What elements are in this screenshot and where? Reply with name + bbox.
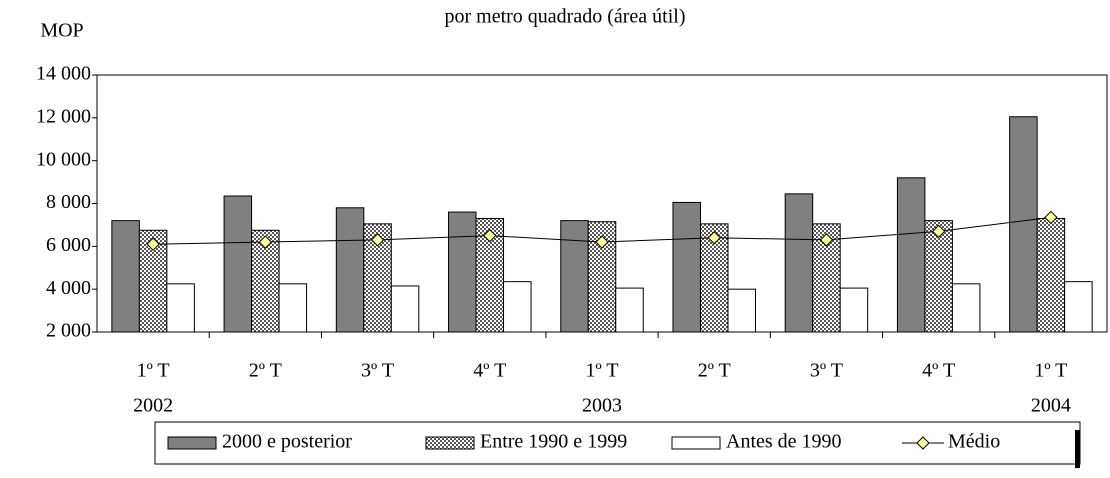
marker bbox=[370, 233, 385, 247]
legend-label: Médio bbox=[948, 431, 1000, 453]
bar bbox=[166, 283, 195, 333]
legend-label: Entre 1990 e 1999 bbox=[480, 431, 627, 453]
chart-title: por metro quadrado (área útil) bbox=[444, 6, 685, 28]
legend-swatch bbox=[425, 436, 475, 450]
y-tick-label: 6 000 bbox=[46, 234, 91, 256]
marker bbox=[707, 231, 721, 245]
bar bbox=[503, 281, 532, 333]
x-tick-label: 4º T bbox=[922, 360, 955, 382]
marker bbox=[146, 237, 160, 251]
bar bbox=[615, 287, 644, 333]
x-tick-label: 1º T bbox=[1034, 360, 1067, 382]
x-tick-label: 3º T bbox=[810, 360, 843, 382]
x-group-label: 2003 bbox=[582, 395, 622, 417]
y-tick-label: 12 000 bbox=[36, 105, 91, 127]
marker bbox=[258, 235, 273, 249]
x-tick-label: 1º T bbox=[137, 360, 170, 382]
bar bbox=[448, 211, 477, 333]
bar bbox=[1064, 281, 1093, 333]
x-tick-label: 2º T bbox=[698, 360, 731, 382]
bar bbox=[839, 287, 869, 333]
bar bbox=[727, 288, 756, 333]
x-group-label: 2002 bbox=[133, 395, 173, 417]
bar bbox=[111, 220, 140, 333]
bar bbox=[278, 283, 308, 333]
y-tick-label: 2 000 bbox=[46, 320, 91, 342]
bar bbox=[784, 193, 814, 333]
marker bbox=[595, 235, 609, 249]
y-tick-label: 14 000 bbox=[36, 63, 91, 85]
bar bbox=[223, 195, 253, 333]
legend-label: 2000 e posterior bbox=[222, 431, 352, 453]
y-tick-label: 4 000 bbox=[46, 277, 91, 299]
x-tick-label: 4º T bbox=[473, 360, 506, 382]
y-axis-label: MOP bbox=[40, 20, 83, 42]
bar bbox=[560, 220, 589, 333]
x-tick-label: 1º T bbox=[585, 360, 618, 382]
bar bbox=[672, 201, 701, 333]
marker bbox=[1044, 210, 1058, 225]
marker bbox=[931, 224, 946, 239]
legend-swatch bbox=[671, 436, 721, 450]
bar bbox=[1009, 116, 1038, 333]
legend-swatch bbox=[167, 436, 217, 450]
bar bbox=[390, 285, 420, 333]
legend-label: Antes de 1990 bbox=[726, 431, 842, 453]
marker bbox=[483, 228, 497, 243]
x-tick-label: 3º T bbox=[361, 360, 394, 382]
bar bbox=[335, 207, 365, 333]
marker bbox=[819, 233, 834, 247]
x-group-label: 2004 bbox=[1031, 395, 1071, 417]
bar bbox=[1036, 217, 1066, 333]
x-tick-label: 2º T bbox=[249, 360, 282, 382]
legend-marker bbox=[916, 436, 930, 450]
bar bbox=[924, 220, 953, 333]
y-tick-label: 8 000 bbox=[46, 191, 91, 213]
y-tick-label: 10 000 bbox=[36, 148, 91, 170]
bar bbox=[951, 283, 981, 333]
legend-edge bbox=[1075, 430, 1080, 468]
bar bbox=[896, 177, 926, 333]
